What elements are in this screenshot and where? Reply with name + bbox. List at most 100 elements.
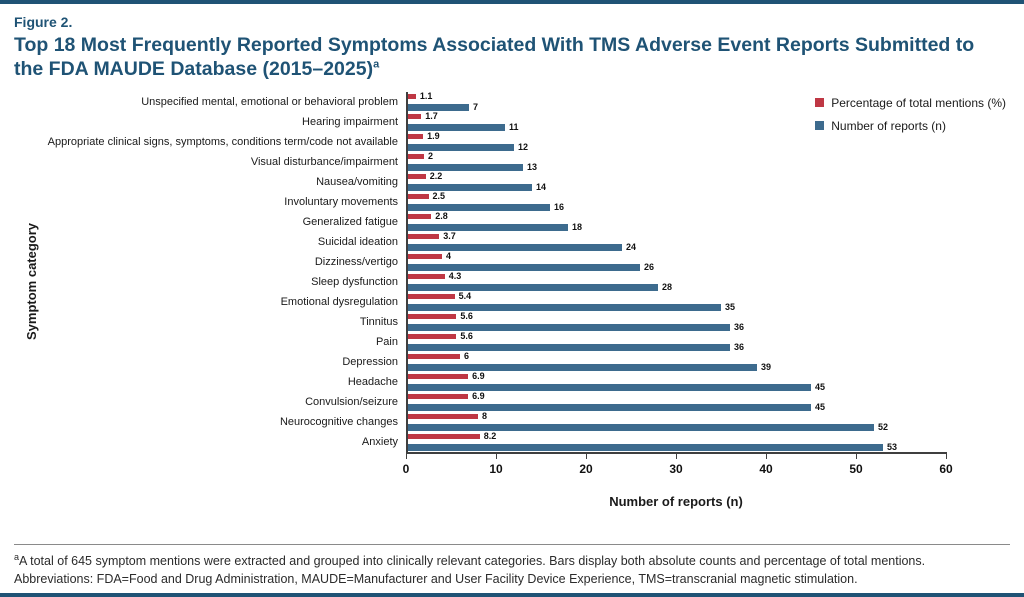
bar-group: 6.9 45 bbox=[406, 391, 946, 412]
value-label: 5.6 bbox=[460, 330, 473, 341]
count-bar bbox=[406, 443, 883, 451]
value-label: 35 bbox=[725, 301, 736, 312]
bar-group: 3.7 24 bbox=[406, 231, 946, 252]
bar-group: 1.9 12 bbox=[406, 130, 946, 152]
bar-group: 4 26 bbox=[406, 250, 946, 272]
chart-row: Pain 5.6 36 bbox=[14, 330, 1010, 352]
chart-row: Anxiety 8.2 53 bbox=[14, 430, 1010, 452]
figure-label: Figure 2. bbox=[14, 14, 73, 30]
count-bar bbox=[406, 243, 622, 251]
chart-row: Unspecified mental, emotional or behavio… bbox=[14, 90, 1010, 112]
value-label: 45 bbox=[815, 401, 826, 412]
category-label: Sleep dysfunction bbox=[311, 275, 398, 288]
axis-tick bbox=[676, 453, 677, 459]
percentage-bar bbox=[406, 273, 445, 279]
bar-group: 5.4 35 bbox=[406, 290, 946, 312]
count-bar bbox=[406, 303, 721, 311]
value-label: 24 bbox=[626, 241, 637, 252]
value-label: 6.9 bbox=[472, 370, 485, 381]
chart-row: Nausea/vomiting 2.2 14 bbox=[14, 171, 1010, 192]
chart-row: Convulsion/seizure 6.9 45 bbox=[14, 391, 1010, 412]
category-label: Pain bbox=[375, 335, 398, 348]
x-axis: 0 10 20 30 40 50 60 bbox=[403, 451, 953, 484]
percentage-bar bbox=[406, 393, 469, 399]
footnote-line-1: aA total of 645 symptom mentions were ex… bbox=[14, 551, 1010, 570]
percentage-bar bbox=[406, 213, 432, 219]
bar-group: 1.1 7 bbox=[406, 90, 946, 112]
value-label: 1.1 bbox=[419, 90, 433, 101]
axis-tick bbox=[856, 453, 857, 459]
chart-row: Tinnitus 5.6 36 bbox=[14, 311, 1010, 332]
chart-row: Generalized fatigue 2.8 18 bbox=[14, 210, 1010, 232]
axis-tick bbox=[406, 453, 407, 459]
chart-title: Top 18 Most Frequently Reported Symptoms… bbox=[14, 33, 994, 82]
bar-group: 5.6 36 bbox=[406, 330, 946, 352]
percentage-bar bbox=[406, 313, 457, 319]
count-bar bbox=[406, 163, 523, 171]
value-label: 5.4 bbox=[458, 290, 472, 301]
legend: Percentage of total mentions (%) Number o… bbox=[815, 96, 1006, 133]
value-label: 13 bbox=[527, 161, 538, 172]
value-label: 1.7 bbox=[425, 110, 438, 121]
bar-group: 6 39 bbox=[406, 350, 946, 372]
category-label: Tinnitus bbox=[359, 315, 398, 328]
value-label: 45 bbox=[815, 381, 826, 392]
bar-group: 1.7 11 bbox=[406, 110, 946, 132]
value-label: 26 bbox=[644, 261, 655, 272]
x-axis-title: Number of reports (n) bbox=[609, 493, 743, 509]
tick-label: 60 bbox=[939, 461, 953, 476]
tick-label: 0 bbox=[402, 461, 410, 476]
bar-group: 8.2 53 bbox=[406, 430, 946, 452]
footnote: aA total of 645 symptom mentions were ex… bbox=[14, 543, 1010, 588]
bar-group: 5.6 36 bbox=[406, 311, 946, 332]
footnote-text-1: A total of 645 symptom mentions were ext… bbox=[19, 553, 926, 568]
value-label: 12 bbox=[518, 141, 529, 152]
bar-group: 2.2 14 bbox=[406, 171, 946, 192]
count-bar bbox=[406, 223, 568, 231]
chart-row: Neurocognitive changes 8 52 bbox=[14, 411, 1010, 432]
value-label: 28 bbox=[662, 281, 673, 292]
value-label: 1.9 bbox=[427, 130, 440, 141]
category-label: Anxiety bbox=[361, 435, 398, 448]
percentage-bar bbox=[406, 433, 480, 439]
value-label: 4 bbox=[446, 250, 452, 261]
value-label: 52 bbox=[878, 421, 889, 432]
value-label: 11 bbox=[509, 121, 519, 132]
percentage-bar bbox=[406, 153, 424, 159]
value-label: 39 bbox=[761, 361, 772, 372]
legend-label: Number of reports (n) bbox=[831, 118, 946, 133]
category-label: Headache bbox=[347, 375, 398, 388]
count-bar bbox=[406, 343, 730, 351]
percentage-bar bbox=[406, 293, 455, 299]
category-label: Neurocognitive changes bbox=[279, 415, 398, 428]
count-bar bbox=[406, 323, 730, 331]
value-label: 53 bbox=[887, 441, 898, 452]
value-label: 8.2 bbox=[483, 430, 497, 441]
count-bar bbox=[406, 123, 505, 131]
bar-group: 2.5 16 bbox=[406, 190, 946, 212]
tick-label: 50 bbox=[849, 461, 863, 476]
percentage-bar bbox=[406, 253, 442, 259]
percentage-bar bbox=[406, 353, 460, 359]
value-label: 2.5 bbox=[432, 190, 446, 201]
value-label: 2.8 bbox=[435, 210, 448, 221]
bar-group: 6.9 45 bbox=[406, 370, 946, 392]
legend-swatch-count bbox=[815, 121, 825, 131]
axis-tick bbox=[946, 453, 947, 459]
percentage-bar bbox=[406, 333, 457, 339]
percentage-bar bbox=[406, 193, 429, 199]
percentage-bar bbox=[406, 113, 422, 119]
y-axis-line bbox=[406, 91, 408, 453]
value-label: 6 bbox=[464, 350, 470, 361]
category-label: Visual disturbance/impairment bbox=[250, 155, 398, 168]
bar-group: 2 13 bbox=[406, 151, 946, 172]
axis-tick bbox=[766, 453, 767, 459]
count-bar bbox=[406, 283, 658, 291]
tick-label: 40 bbox=[759, 461, 773, 476]
percentage-bar bbox=[406, 133, 424, 139]
legend-item: Number of reports (n) bbox=[815, 119, 1006, 133]
chart-row: Hearing impairment 1.7 11 bbox=[14, 110, 1010, 132]
chart-row: Appropriate clinical signs, symptoms, co… bbox=[14, 130, 1010, 152]
percentage-bar bbox=[406, 173, 426, 179]
